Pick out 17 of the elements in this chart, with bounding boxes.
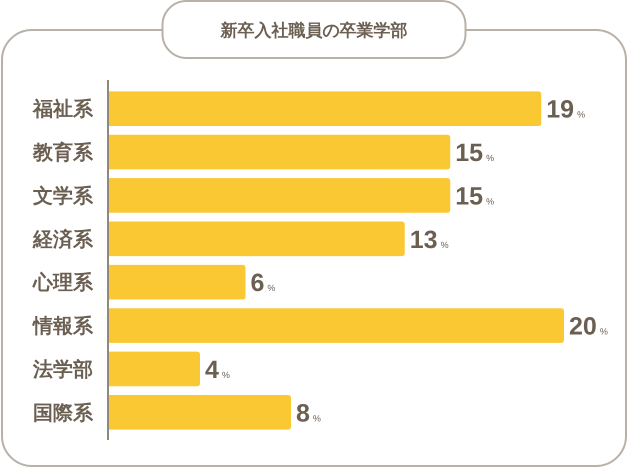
category-label: 心理系 <box>33 272 93 294</box>
data-label: 15% <box>455 139 494 168</box>
data-label: 19% <box>546 96 586 124</box>
category-label: 福祉系 <box>33 98 93 121</box>
category-label: 法学部 <box>33 358 93 381</box>
category-label: 文学系 <box>33 185 93 208</box>
category-label: 情報系 <box>33 316 93 338</box>
category-label: 経済系 <box>33 228 93 251</box>
data-label: 8% <box>296 399 321 428</box>
category-label: 教育系 <box>33 142 93 164</box>
category-label: 国際系 <box>33 402 93 424</box>
data-label: 20% <box>569 312 608 341</box>
data-label: 13% <box>410 226 449 254</box>
data-label: 6% <box>250 269 276 298</box>
data-label: 15% <box>455 182 494 210</box>
chart-title: 新卒入社職員の卒業学部 <box>220 21 408 40</box>
data-label: 4% <box>205 356 230 384</box>
